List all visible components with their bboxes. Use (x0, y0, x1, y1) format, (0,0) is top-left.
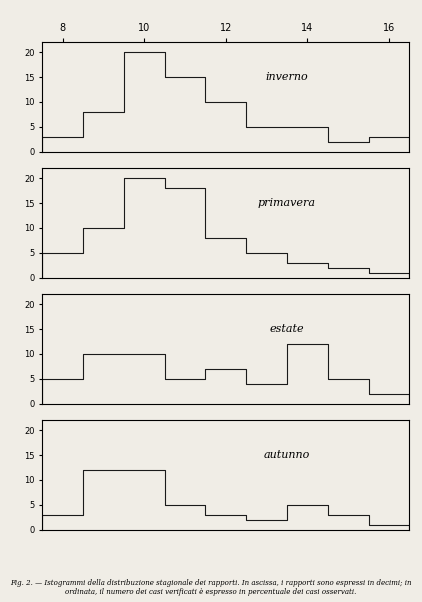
Text: estate: estate (270, 324, 304, 334)
Text: inverno: inverno (265, 72, 308, 82)
Text: Fig. 2. — Istogrammi della distribuzione stagionale dei rapporti. In ascissa, i : Fig. 2. — Istogrammi della distribuzione… (10, 579, 412, 596)
Text: primavera: primavera (258, 198, 316, 208)
Text: autunno: autunno (264, 450, 310, 460)
